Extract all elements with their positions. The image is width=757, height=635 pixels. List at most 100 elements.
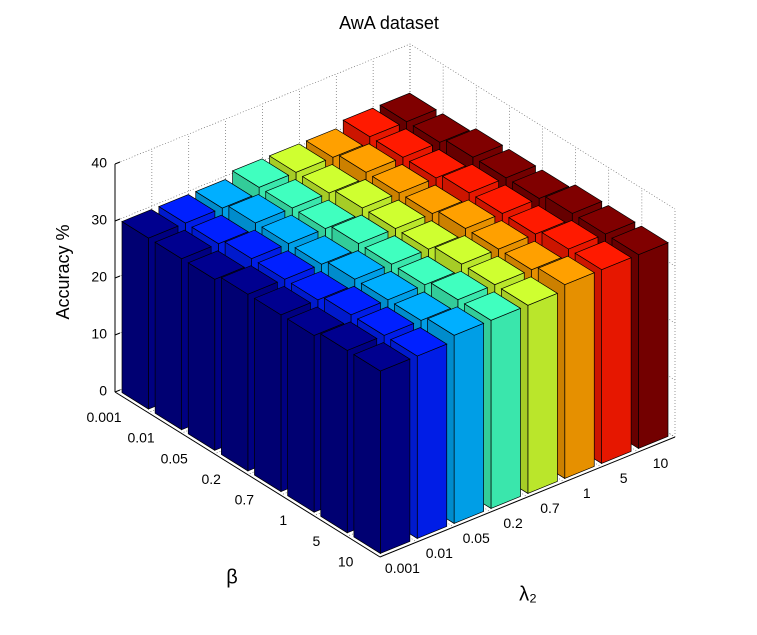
bar-face-front	[564, 272, 595, 479]
bar-face-top	[294, 235, 352, 265]
bar-face-front	[380, 358, 411, 554]
axis-line	[379, 436, 676, 558]
bar-face-top	[611, 225, 669, 256]
bar-face-top	[158, 194, 216, 224]
bar-face-front	[527, 292, 558, 494]
z-tick-label: 30	[91, 212, 107, 228]
beta-tick-label: 10	[338, 553, 354, 569]
bar-face-top	[412, 113, 471, 143]
bar-face-top	[356, 306, 415, 336]
bar-face-side	[154, 241, 182, 431]
bar-face-top	[504, 240, 562, 271]
z-tick	[114, 332, 121, 336]
bar-face-side	[353, 353, 381, 555]
bar-face-top	[467, 255, 526, 286]
bar-face-top	[574, 240, 632, 271]
bar-face-top	[319, 321, 378, 351]
bar-face-side	[121, 220, 149, 410]
bar-face-top	[194, 179, 253, 209]
bar-face-top	[474, 184, 533, 214]
bar-face-top	[334, 179, 393, 209]
bar-face-top	[257, 250, 316, 280]
bar-face-top	[544, 184, 603, 214]
bar-face-top	[379, 92, 437, 123]
bar-face-top	[500, 276, 559, 306]
bar-face-top	[541, 220, 599, 250]
bar-face-top	[404, 184, 463, 214]
lambda-axis-label: λ₂	[519, 583, 537, 605]
lambda-tick-label: 0.001	[385, 560, 420, 576]
bar-face-top	[353, 342, 411, 372]
bar-face-top	[231, 158, 290, 188]
bar-face-top	[401, 220, 459, 250]
z-tick	[114, 218, 121, 222]
beta-tick-label: 0.01	[127, 430, 154, 446]
bar-face-top	[393, 291, 452, 321]
bar-face-top	[426, 306, 485, 336]
bar-face-top	[371, 164, 430, 194]
bar-face-top	[441, 163, 500, 194]
bar-face-top	[298, 199, 356, 230]
z-tick-label: 0	[99, 383, 107, 399]
bar-face-side	[254, 297, 282, 493]
bar-face-top	[191, 214, 249, 245]
bar-face-front	[416, 343, 448, 539]
bar-face-top	[471, 220, 529, 250]
bar-face-top	[578, 205, 636, 235]
beta-tick-label: 5	[313, 533, 321, 549]
bar-face-side	[187, 262, 216, 451]
bar-face-top	[323, 285, 382, 316]
bar-face-front	[638, 242, 669, 449]
lambda-tick-label: 0.7	[540, 500, 560, 516]
bar-face-top	[397, 255, 456, 286]
axis-line	[114, 391, 381, 558]
bar-face-top	[408, 149, 467, 179]
lambda-tick-label: 0.2	[503, 515, 523, 531]
bar-face-top	[364, 235, 422, 265]
bar-face-top	[261, 214, 319, 245]
bar-face-side	[221, 277, 249, 472]
lambda-tick-label: 0.01	[426, 545, 453, 561]
bar-face-top	[290, 270, 349, 301]
bar-face-top	[327, 250, 386, 280]
bar-face-top	[342, 107, 401, 138]
bar-face-front	[453, 322, 484, 524]
bar-face-top	[224, 229, 282, 260]
bar-face-top	[187, 250, 246, 280]
bar-face-top	[121, 209, 179, 239]
beta-tick-label: 0.05	[161, 450, 188, 466]
beta-axis-label: β	[226, 566, 238, 588]
bar-face-top	[478, 148, 537, 179]
bar-face-top	[508, 205, 566, 235]
z-tick-label: 20	[91, 269, 107, 285]
z-tick	[114, 275, 121, 279]
bar-face-top	[360, 270, 419, 301]
bar-face-top	[220, 265, 279, 295]
beta-tick-label: 0.7	[235, 492, 255, 508]
bar-face-top	[389, 327, 448, 357]
lambda-tick-label: 10	[653, 455, 669, 471]
bar-face-side	[287, 318, 315, 513]
bar-face-top	[228, 194, 286, 224]
z-tick	[114, 389, 121, 393]
bar-face-top	[305, 128, 364, 158]
bar-face-top	[264, 179, 323, 209]
bar-face-top	[438, 199, 496, 229]
bar-face-top	[463, 291, 522, 321]
bar-face-top	[375, 128, 434, 158]
bar-face-side	[320, 333, 348, 534]
bar	[353, 342, 411, 555]
bar-face-top	[331, 214, 389, 244]
z-tick	[114, 161, 121, 165]
bar-face-top	[434, 235, 492, 265]
beta-tick-label: 0.2	[201, 471, 221, 487]
bar-face-top	[253, 285, 312, 316]
lambda-tick-label: 0.05	[463, 530, 490, 546]
z-axis-label: Accuracy %	[53, 224, 73, 319]
bar-face-top	[430, 270, 489, 301]
lambda-tick-label: 1	[583, 485, 591, 501]
bar-face-top	[368, 199, 426, 229]
bar-face-top	[511, 169, 570, 199]
z-tick-label: 10	[91, 326, 107, 342]
